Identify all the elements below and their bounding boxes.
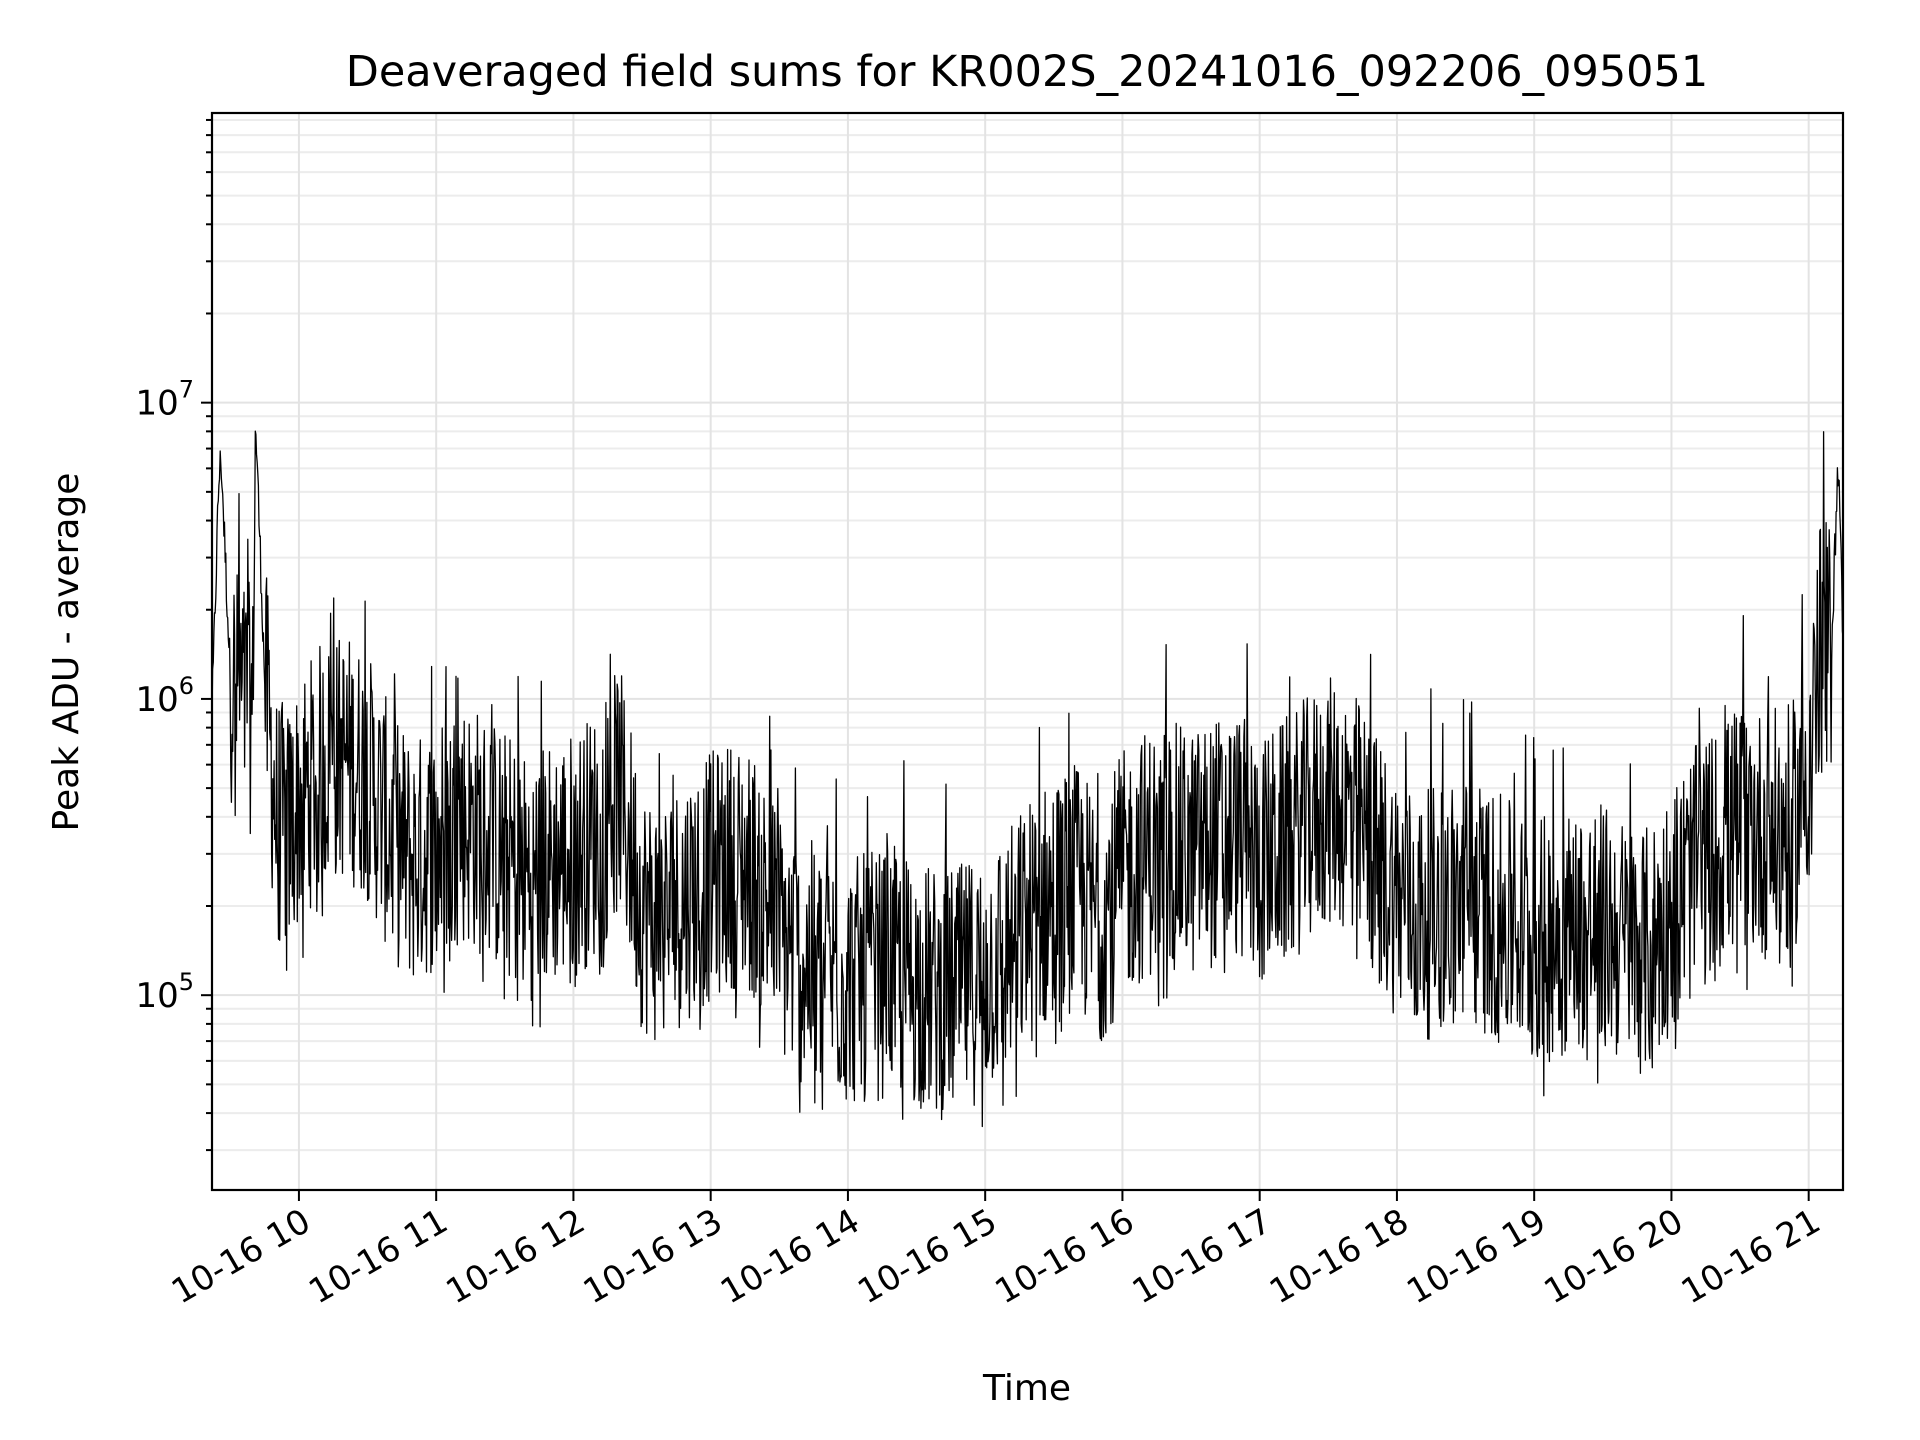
- x-tick-label: 10-16 17: [1126, 1201, 1278, 1312]
- x-tick-label: 10-16 10: [165, 1201, 317, 1312]
- y-axis-label: Peak ADU - average: [46, 473, 87, 832]
- chart: 10-16 1010-16 1110-16 1210-16 1310-16 14…: [0, 0, 1920, 1440]
- x-tick-label: 10-16 11: [302, 1201, 454, 1312]
- x-tick-label: 10-16 18: [1263, 1201, 1415, 1312]
- x-tick-label: 10-16 14: [714, 1201, 866, 1312]
- x-tick-label: 10-16 13: [577, 1201, 729, 1312]
- x-tick-label: 10-16 21: [1675, 1201, 1827, 1312]
- x-tick-label: 10-16 12: [440, 1201, 592, 1312]
- x-tick-label: 10-16 15: [851, 1201, 1003, 1312]
- x-tick-label: 10-16 19: [1400, 1201, 1552, 1312]
- x-tick-label: 10-16 16: [989, 1201, 1141, 1312]
- y-tick-label: 105: [135, 968, 194, 1016]
- plot-area: [212, 431, 1843, 1126]
- x-axis-label: Time: [982, 1368, 1071, 1409]
- chart-title: Deaveraged field sums for KR002S_2024101…: [346, 47, 1709, 97]
- x-tick-label: 10-16 20: [1538, 1201, 1690, 1312]
- series-line: [212, 431, 1843, 1126]
- y-tick-label: 106: [135, 672, 194, 720]
- y-tick-label: 107: [135, 376, 194, 424]
- y-axis: 105 106 107: [135, 120, 212, 1150]
